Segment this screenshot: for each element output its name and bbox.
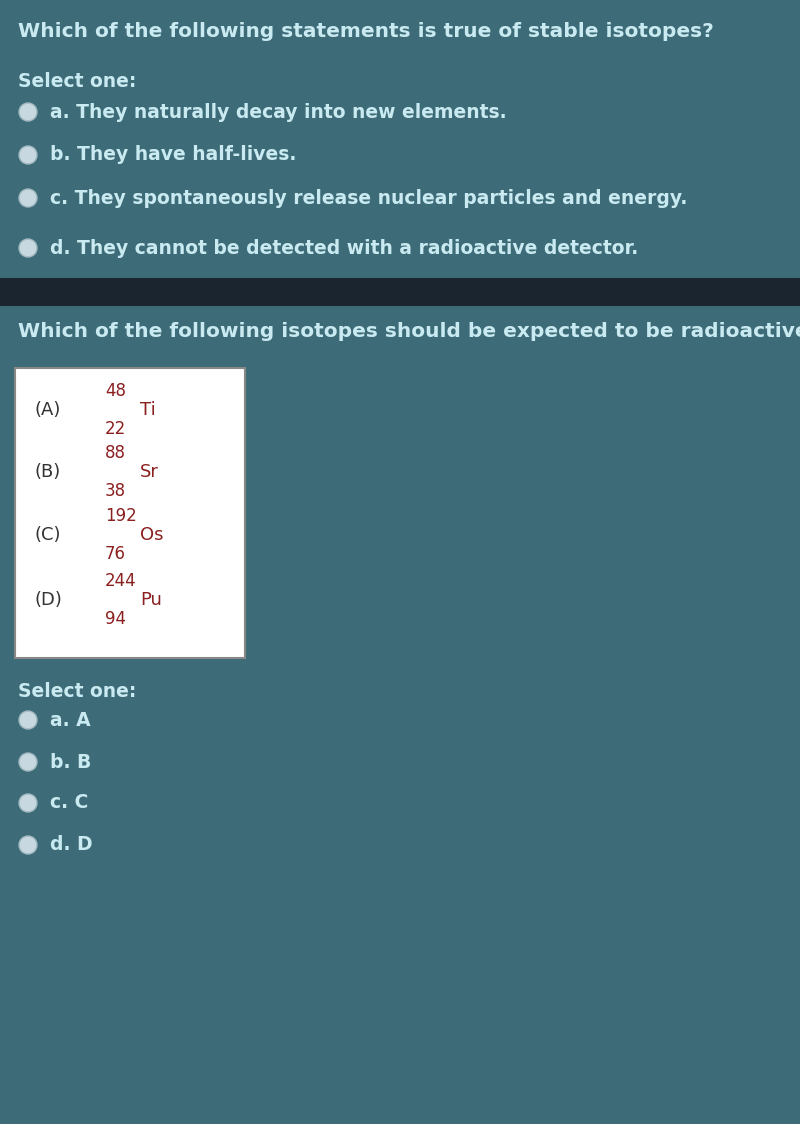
Text: d. D: d. D <box>50 835 93 854</box>
Text: b. B: b. B <box>50 752 91 771</box>
Text: a. A: a. A <box>50 710 90 729</box>
Text: a. They naturally decay into new elements.: a. They naturally decay into new element… <box>50 102 506 121</box>
FancyBboxPatch shape <box>0 278 800 306</box>
Circle shape <box>19 146 37 164</box>
Circle shape <box>19 836 37 854</box>
Text: d. They cannot be detected with a radioactive detector.: d. They cannot be detected with a radioa… <box>50 238 638 257</box>
Text: Ti: Ti <box>140 401 156 419</box>
Text: Sr: Sr <box>140 463 159 481</box>
Text: c. C: c. C <box>50 794 88 813</box>
Text: 22: 22 <box>105 420 126 438</box>
Text: 38: 38 <box>105 482 126 500</box>
Circle shape <box>19 189 37 207</box>
Text: 94: 94 <box>105 610 126 628</box>
Text: Select one:: Select one: <box>18 682 136 701</box>
Circle shape <box>19 239 37 257</box>
Text: Os: Os <box>140 526 163 544</box>
Circle shape <box>19 753 37 771</box>
Text: Pu: Pu <box>140 591 162 609</box>
Text: c. They spontaneously release nuclear particles and energy.: c. They spontaneously release nuclear pa… <box>50 189 687 208</box>
Circle shape <box>19 711 37 729</box>
Text: 244: 244 <box>105 572 137 590</box>
Text: 76: 76 <box>105 545 126 563</box>
Text: (D): (D) <box>35 591 63 609</box>
Text: 192: 192 <box>105 507 137 525</box>
Text: Which of the following statements is true of stable isotopes?: Which of the following statements is tru… <box>18 22 714 40</box>
Text: (A): (A) <box>35 401 62 419</box>
Text: (C): (C) <box>35 526 62 544</box>
Circle shape <box>19 103 37 121</box>
Text: (B): (B) <box>35 463 62 481</box>
Text: Select one:: Select one: <box>18 72 136 91</box>
Text: b. They have half-lives.: b. They have half-lives. <box>50 145 296 164</box>
Text: 88: 88 <box>105 444 126 462</box>
FancyBboxPatch shape <box>15 368 245 658</box>
Text: Which of the following isotopes should be expected to be radioactive?: Which of the following isotopes should b… <box>18 321 800 341</box>
Text: 48: 48 <box>105 382 126 400</box>
Circle shape <box>19 794 37 812</box>
